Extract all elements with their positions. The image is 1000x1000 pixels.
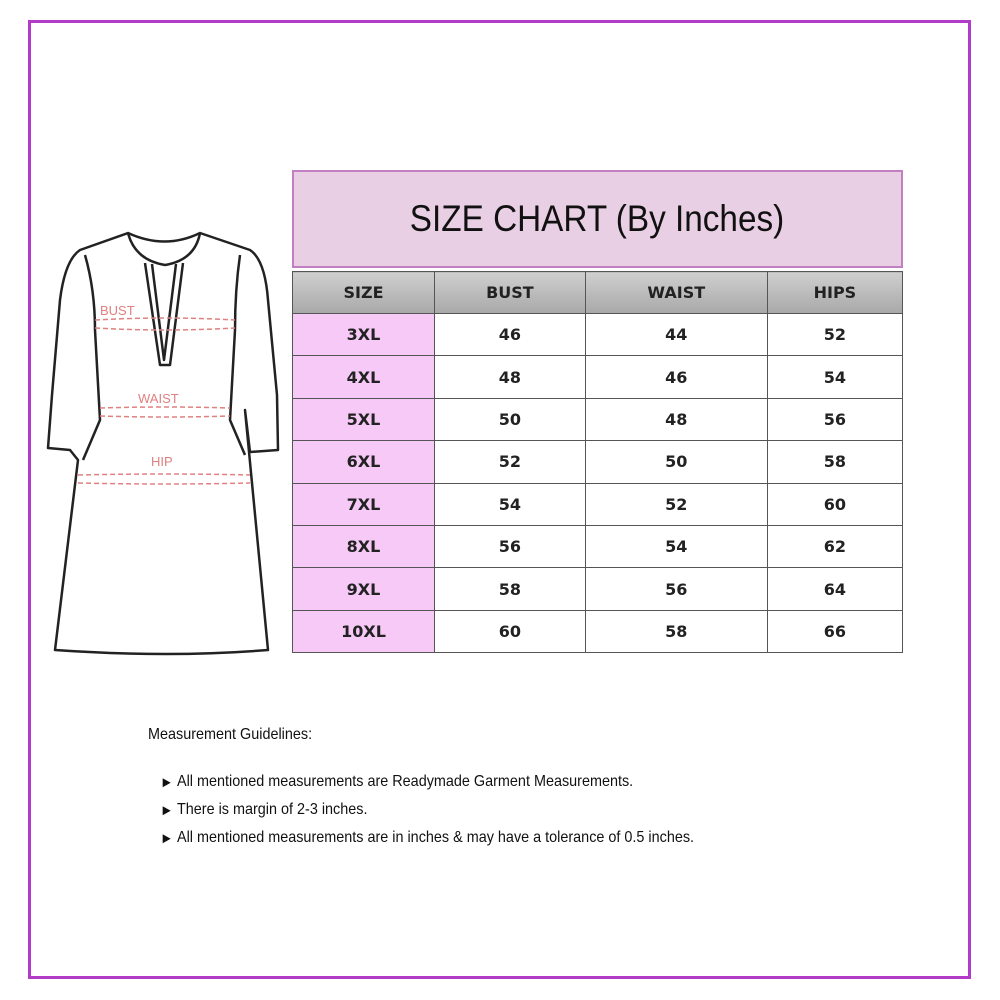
header-hips: HIPS — [766, 271, 904, 314]
cell-waist: 54 — [584, 524, 768, 569]
cell-hips: 52 — [766, 312, 904, 357]
cell-size: 6XL — [292, 440, 435, 484]
cell-bust: 50 — [434, 397, 586, 442]
header-waist: WAIST — [584, 271, 768, 314]
table-row: 7XL 54 52 60 — [292, 482, 904, 526]
cell-hips: 60 — [766, 482, 904, 526]
guideline-item: ► All mentioned measurements are Readymad… — [160, 768, 694, 796]
table-row: 4XL 48 46 54 — [292, 355, 904, 399]
kurta-illustration: BUST WAIST HIP — [46, 231, 280, 656]
cell-hips: 58 — [766, 440, 904, 484]
guideline-item: ► There is margin of 2-3 inches. — [160, 796, 694, 824]
cell-hips: 62 — [766, 524, 904, 569]
cell-hips: 64 — [766, 567, 904, 611]
cell-bust: 56 — [434, 524, 586, 569]
cell-hips: 56 — [766, 397, 904, 442]
cell-size: 8XL — [292, 524, 435, 569]
cell-size: 3XL — [292, 312, 435, 357]
bust-label: BUST — [100, 303, 135, 318]
cell-size: 9XL — [292, 567, 435, 611]
hip-label: HIP — [151, 454, 173, 469]
table-header-row: SIZE BUST WAIST HIPS — [292, 271, 904, 314]
size-chart-title-box: SIZE CHART (By Inches) — [292, 170, 903, 268]
cell-size: 5XL — [292, 397, 435, 442]
page-title: SIZE CHART (By Inches) — [410, 198, 785, 239]
header-bust: BUST — [434, 271, 586, 314]
cell-hips: 54 — [766, 355, 904, 399]
guideline-text: All mentioned measurements are Readymade… — [176, 773, 634, 790]
guideline-text: All mentioned measurements are in inches… — [176, 829, 695, 846]
cell-bust: 54 — [434, 482, 586, 526]
cell-bust: 48 — [434, 355, 586, 399]
cell-waist: 56 — [584, 567, 768, 611]
cell-bust: 52 — [434, 440, 586, 484]
table-row: 8XL 56 54 62 — [292, 524, 904, 569]
guidelines-heading: Measurement Guidelines: — [148, 726, 313, 743]
cell-bust: 46 — [434, 312, 586, 357]
cell-waist: 58 — [584, 609, 768, 654]
table-row: 5XL 50 48 56 — [292, 397, 904, 442]
cell-size: 7XL — [292, 482, 435, 526]
cell-waist: 52 — [584, 482, 768, 526]
header-size: SIZE — [292, 271, 435, 314]
table-row: 9XL 58 56 64 — [292, 567, 904, 611]
arrow-right-icon: ► — [160, 829, 174, 847]
cell-waist: 48 — [584, 397, 768, 442]
cell-size: 4XL — [292, 355, 435, 399]
cell-bust: 60 — [434, 609, 586, 654]
guideline-text: There is margin of 2-3 inches. — [176, 801, 368, 818]
guidelines-list: ► All mentioned measurements are Readymad… — [160, 768, 694, 852]
guideline-item: ► All mentioned measurements are in inche… — [160, 824, 694, 852]
cell-bust: 58 — [434, 567, 586, 611]
table-row: 6XL 52 50 58 — [292, 440, 904, 484]
cell-hips: 66 — [766, 609, 904, 654]
size-table: SIZE BUST WAIST HIPS 3XL 46 44 52 4XL 48 46 54 5… — [292, 271, 904, 654]
arrow-right-icon: ► — [160, 801, 174, 819]
table-row: 3XL 46 44 52 — [292, 312, 904, 357]
cell-waist: 44 — [584, 312, 768, 357]
waist-label: WAIST — [138, 391, 179, 406]
table-row: 10XL 60 58 66 — [292, 609, 904, 654]
cell-size: 10XL — [292, 609, 435, 654]
cell-waist: 50 — [584, 440, 768, 484]
arrow-right-icon: ► — [160, 773, 174, 791]
page-frame — [28, 20, 971, 979]
cell-waist: 46 — [584, 355, 768, 399]
